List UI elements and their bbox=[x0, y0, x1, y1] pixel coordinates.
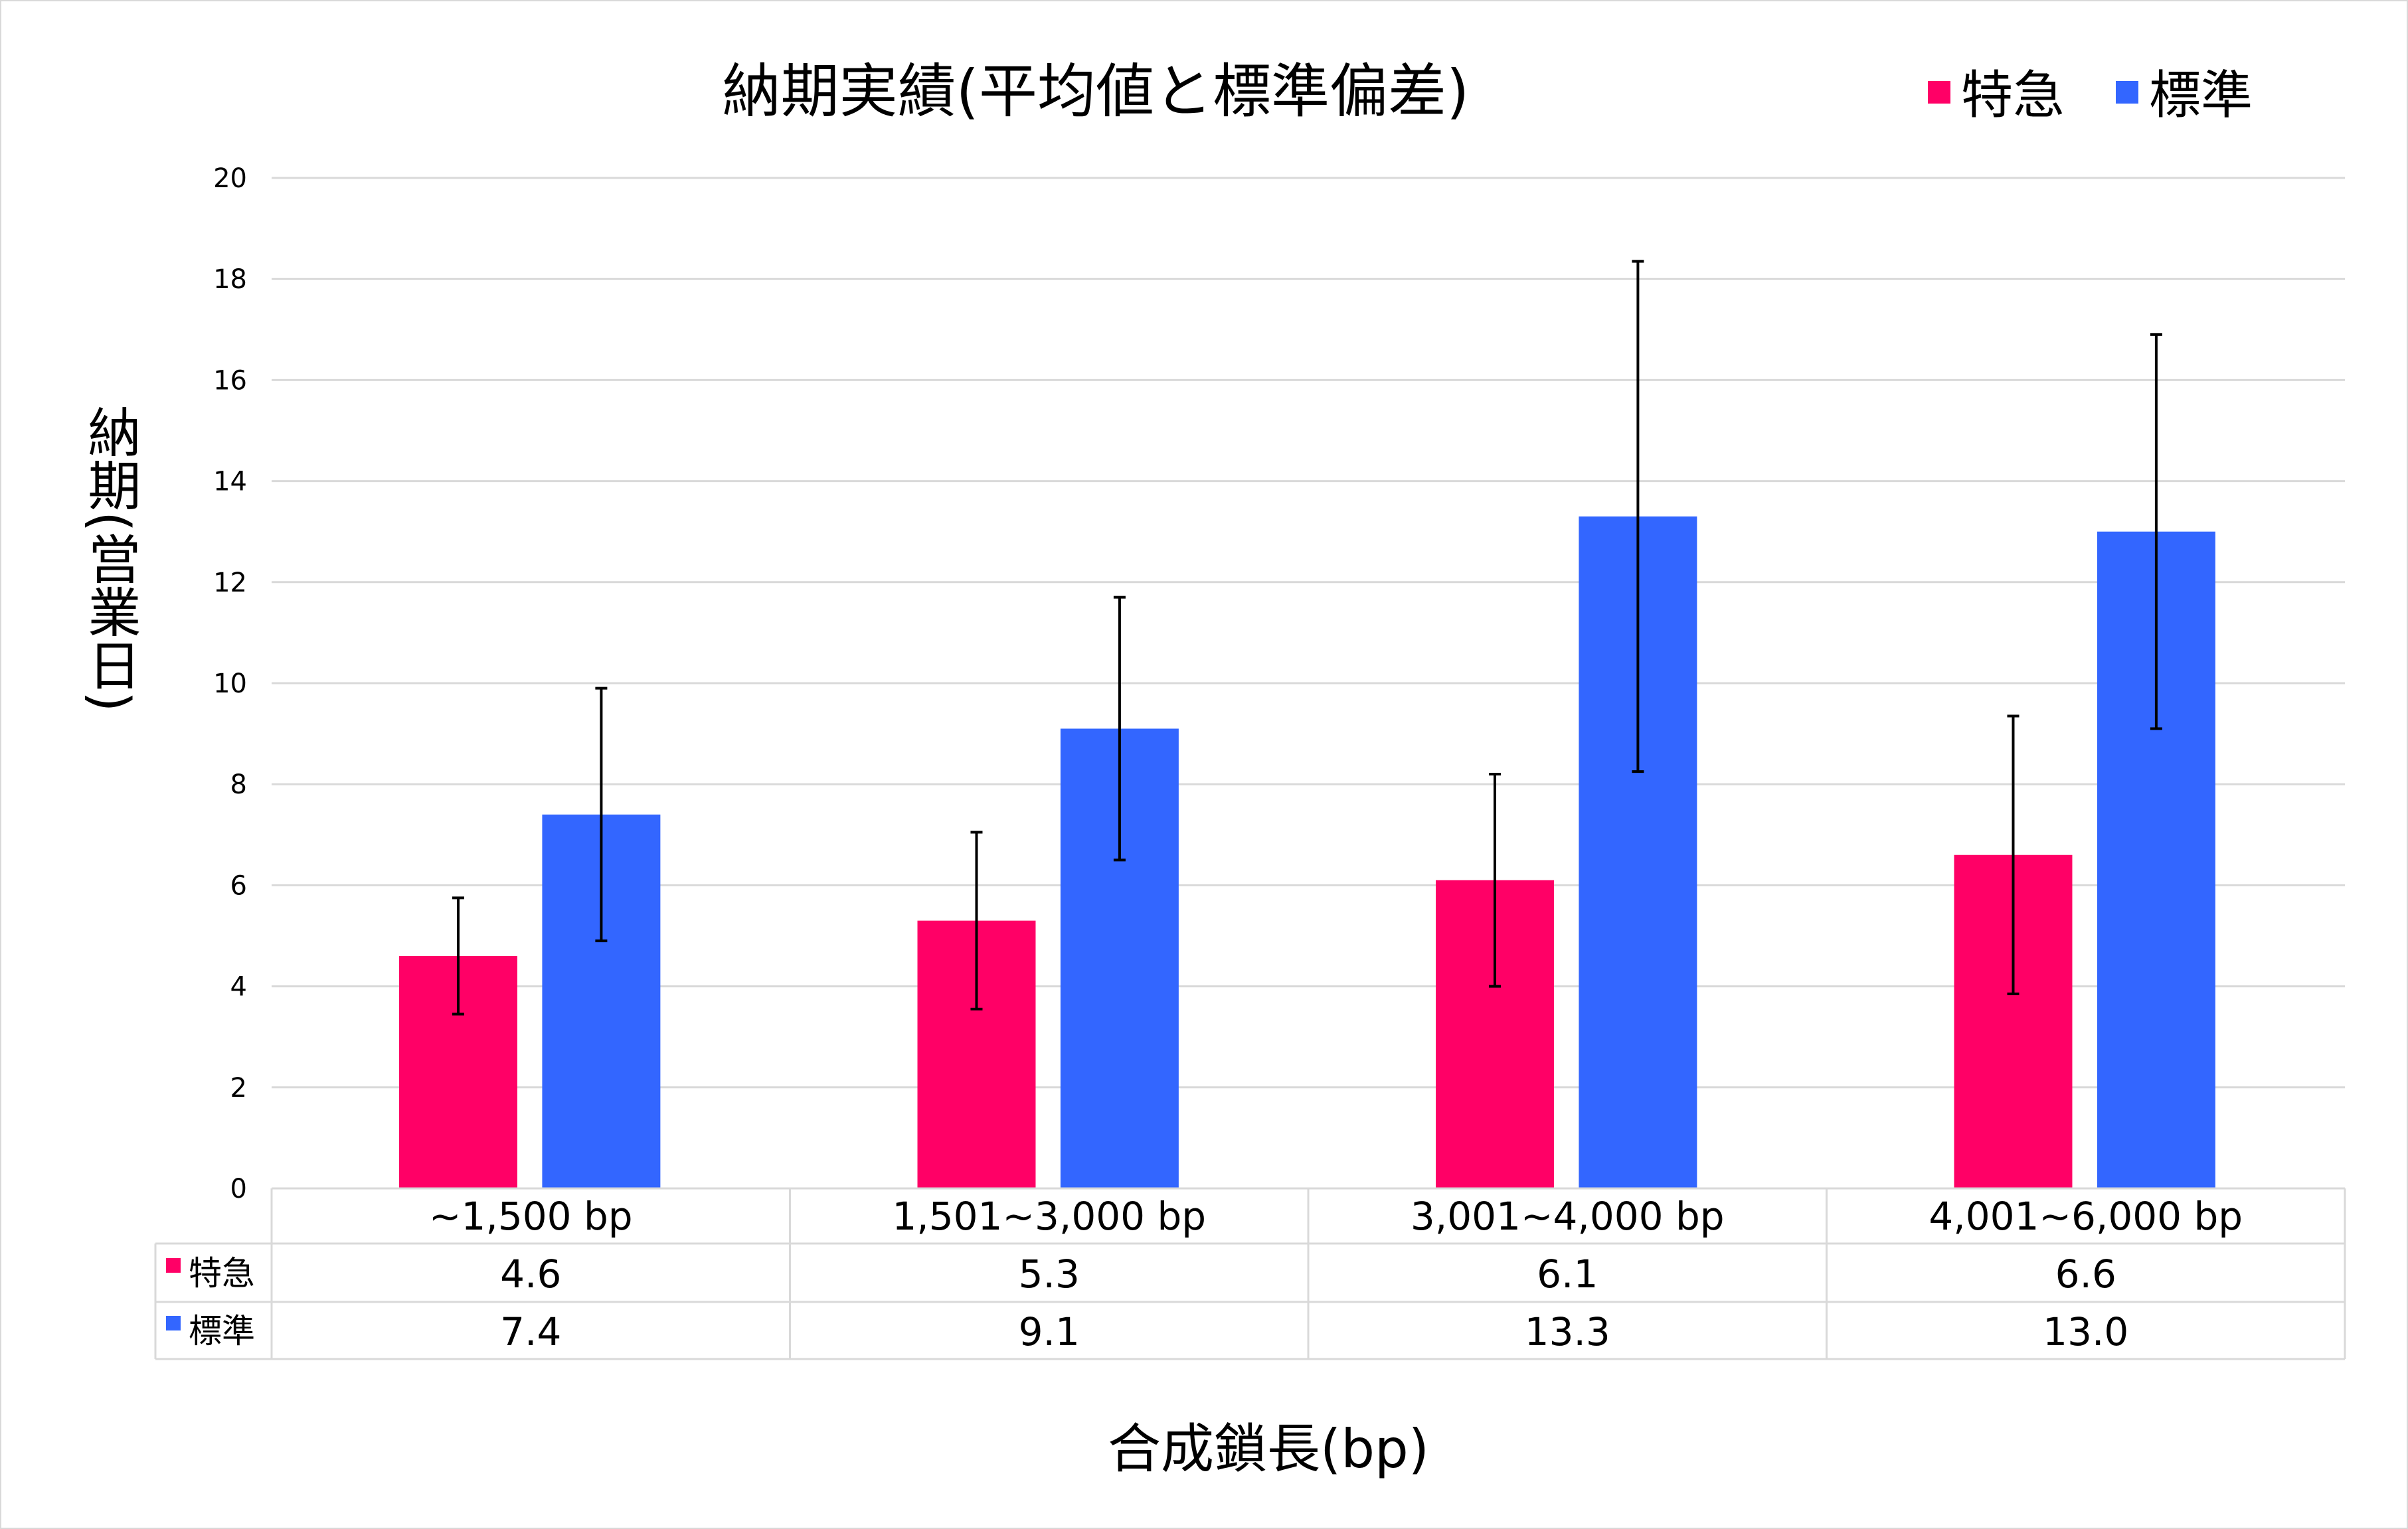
x-category-label: 3,001~4,000 bp bbox=[1411, 1194, 1725, 1239]
y-axis-title: 納期(営業日) bbox=[80, 405, 141, 712]
legend-swatch bbox=[2116, 81, 2138, 104]
table-value: 5.3 bbox=[1019, 1251, 1080, 1297]
y-tick-label: 12 bbox=[213, 568, 247, 598]
y-tick-labels: 0 2 4 6 8 10 12 14 16 18 20 bbox=[213, 163, 247, 1204]
table-value: 4.6 bbox=[500, 1251, 561, 1297]
y-tick-label: 10 bbox=[213, 669, 247, 699]
table-value: 6.1 bbox=[1537, 1251, 1598, 1297]
x-category-label: 1,501~3,000 bp bbox=[892, 1194, 1206, 1239]
legend-swatch bbox=[1928, 81, 1950, 104]
table-series-label: 標準 bbox=[189, 1312, 255, 1350]
y-tick-label: 18 bbox=[213, 264, 247, 295]
legend: 特急 標準 bbox=[1928, 66, 2253, 125]
table-value: 6.6 bbox=[2055, 1251, 2116, 1297]
y-tick-label: 6 bbox=[230, 870, 247, 901]
y-tick-label: 0 bbox=[230, 1174, 247, 1204]
table-legend-key bbox=[166, 1258, 181, 1273]
table-value: 13.3 bbox=[1525, 1309, 1610, 1354]
legend-label: 標準 bbox=[2149, 66, 2253, 125]
chart-title: 納期実績(平均値と標準偏差) bbox=[723, 57, 1470, 125]
x-category-label: ~1,500 bp bbox=[429, 1194, 633, 1239]
table-value: 7.4 bbox=[500, 1309, 561, 1354]
y-tick-label: 20 bbox=[213, 163, 247, 194]
data-table: ~1,500 bp 1,501~3,000 bp 3,001~4,000 bp 4,0… bbox=[154, 1187, 2346, 1360]
y-tick-label: 16 bbox=[213, 365, 247, 396]
y-tick-label: 14 bbox=[213, 467, 247, 497]
y-tick-label: 4 bbox=[230, 972, 247, 1003]
bars bbox=[399, 260, 2215, 1188]
table-value: 9.1 bbox=[1019, 1309, 1080, 1354]
y-tick-label: 8 bbox=[230, 769, 247, 800]
legend-label: 特急 bbox=[1961, 66, 2065, 125]
table-value: 13.0 bbox=[2043, 1309, 2128, 1354]
table-legend-key bbox=[166, 1316, 181, 1330]
x-axis-title: 合成鎖長(bp) bbox=[1108, 1418, 1429, 1480]
y-tick-label: 2 bbox=[230, 1073, 247, 1103]
table-series-label: 特急 bbox=[189, 1254, 255, 1293]
x-category-label: 4,001~6,000 bp bbox=[1929, 1194, 2243, 1239]
